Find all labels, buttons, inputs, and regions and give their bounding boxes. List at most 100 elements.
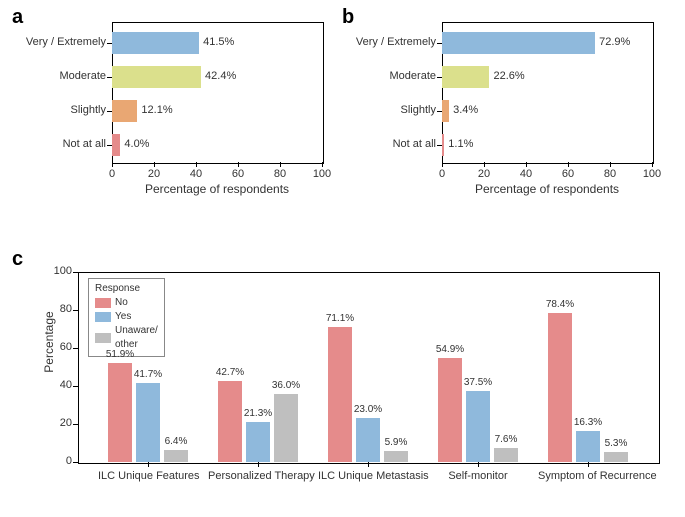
panel-a-xtick-label: 80 [268, 168, 292, 180]
panel-c-xtick [588, 462, 589, 467]
panel-b-xtick-label: 60 [556, 168, 580, 180]
panel-c-value-label: 21.3% [240, 408, 276, 419]
panel-c-group-label: ILC Unique Features [98, 470, 198, 482]
panel-c-value-label: 23.0% [350, 404, 386, 415]
panel-a-category-label: Not at all [12, 138, 106, 150]
panel-c-ytick [73, 272, 78, 273]
panel-c-ytick-label: 20 [48, 417, 72, 429]
panel-c-xtick [368, 462, 369, 467]
legend-label: Yes [115, 310, 131, 324]
panel-b-category-label: Slightly [342, 104, 436, 116]
panel-c-ytick-label: 0 [48, 455, 72, 467]
panel-c-value-label: 16.3% [570, 417, 606, 428]
panel-c-value-label: 6.4% [158, 436, 194, 447]
panel-b-value-label: 22.6% [493, 70, 524, 82]
panel-b-value-label: 72.9% [599, 36, 630, 48]
panel-b-category-label: Very / Extremely [342, 36, 436, 48]
panel-b-bar [442, 32, 595, 54]
panel-b-category-label: Moderate [342, 70, 436, 82]
legend-swatch [95, 298, 111, 308]
panel-c-legend: Response NoYesUnaware/ other [88, 278, 165, 357]
panel-b-bar [442, 100, 449, 122]
panel-c-bar [218, 381, 242, 462]
panel-c-value-label: 5.3% [598, 438, 634, 449]
panel-c-value-label: 7.6% [488, 434, 524, 445]
panel-b-xlabel: Percentage of respondents [442, 182, 652, 196]
panel-a-value-label: 42.4% [205, 70, 236, 82]
panel-c-value-label: 51.9% [102, 349, 138, 360]
panel-a-xtick-label: 20 [142, 168, 166, 180]
panel-c-ytick [73, 348, 78, 349]
panel-a-bar [112, 100, 137, 122]
figure-root: a b c Percentage of respondents Percenta… [0, 0, 685, 517]
panel-c-xtick [258, 462, 259, 467]
legend-label: No [115, 296, 128, 310]
panel-c-group-label: Self-monitor [428, 470, 528, 482]
panel-b-xtick [652, 162, 653, 167]
legend-title: Response [95, 283, 158, 294]
panel-a-bar [112, 32, 199, 54]
panel-c-xtick [478, 462, 479, 467]
legend-row: Unaware/ other [95, 324, 158, 352]
panel-b-xtick-label: 40 [514, 168, 538, 180]
panel-label-a: a [12, 6, 23, 29]
panel-b-xtick [568, 162, 569, 167]
panel-b-xtick-label: 20 [472, 168, 496, 180]
panel-b-category-label: Not at all [342, 138, 436, 150]
panel-c-bar [356, 418, 380, 462]
panel-a-xtick-label: 60 [226, 168, 250, 180]
panel-c-value-label: 71.1% [322, 313, 358, 324]
panel-c-ytick-label: 60 [48, 341, 72, 353]
panel-c-bar [604, 452, 628, 462]
panel-a-bar [112, 66, 201, 88]
panel-c-group-label: Symptom of Recurrence [538, 470, 638, 482]
panel-a-xtick [280, 162, 281, 167]
panel-a-value-label: 4.0% [124, 138, 149, 150]
panel-c-ytick-label: 100 [48, 265, 72, 277]
panel-b-value-label: 1.1% [448, 138, 473, 150]
panel-c-value-label: 41.7% [130, 369, 166, 380]
panel-c-group-label: ILC Unique Metastasis [318, 470, 418, 482]
panel-a-category-label: Moderate [12, 70, 106, 82]
panel-c-bar [466, 391, 490, 462]
panel-c-xtick [148, 462, 149, 467]
panel-c-bar [274, 394, 298, 462]
panel-a-xlabel: Percentage of respondents [112, 182, 322, 196]
panel-a-xtick [154, 162, 155, 167]
panel-c-value-label: 37.5% [460, 377, 496, 388]
legend-row: Yes [95, 310, 158, 324]
panel-c-value-label: 36.0% [268, 380, 304, 391]
panel-a-xtick [196, 162, 197, 167]
panel-c-bar [576, 431, 600, 462]
panel-c-value-label: 42.7% [212, 367, 248, 378]
legend-label: Unaware/ other [115, 324, 158, 352]
panel-c-value-label: 5.9% [378, 437, 414, 448]
panel-b-bar [442, 66, 489, 88]
panel-a-xtick [322, 162, 323, 167]
panel-c-ytick-label: 40 [48, 379, 72, 391]
panel-c-bar [164, 450, 188, 462]
panel-c-ytick-label: 80 [48, 303, 72, 315]
panel-b-bar [442, 134, 444, 156]
panel-c-ytick [73, 386, 78, 387]
panel-c-ytick [73, 310, 78, 311]
panel-c-bar [384, 451, 408, 462]
panel-c-ytick [73, 424, 78, 425]
panel-a-xtick [112, 162, 113, 167]
panel-c-bar [548, 313, 572, 462]
panel-c-value-label: 78.4% [542, 299, 578, 310]
panel-label-c: c [12, 248, 23, 271]
panel-a-xtick-label: 0 [100, 168, 124, 180]
panel-label-b: b [342, 6, 354, 29]
legend-swatch [95, 333, 111, 343]
panel-c-bar [328, 327, 352, 462]
panel-a-xtick-label: 40 [184, 168, 208, 180]
panel-a-value-label: 12.1% [141, 104, 172, 116]
panel-b-xtick [610, 162, 611, 167]
panel-c-bar [494, 448, 518, 462]
panel-c-group-label: Personalized Therapy [208, 470, 308, 482]
panel-b-value-label: 3.4% [453, 104, 478, 116]
panel-a-value-label: 41.5% [203, 36, 234, 48]
panel-c-bar [438, 358, 462, 462]
panel-c-bar [136, 383, 160, 462]
